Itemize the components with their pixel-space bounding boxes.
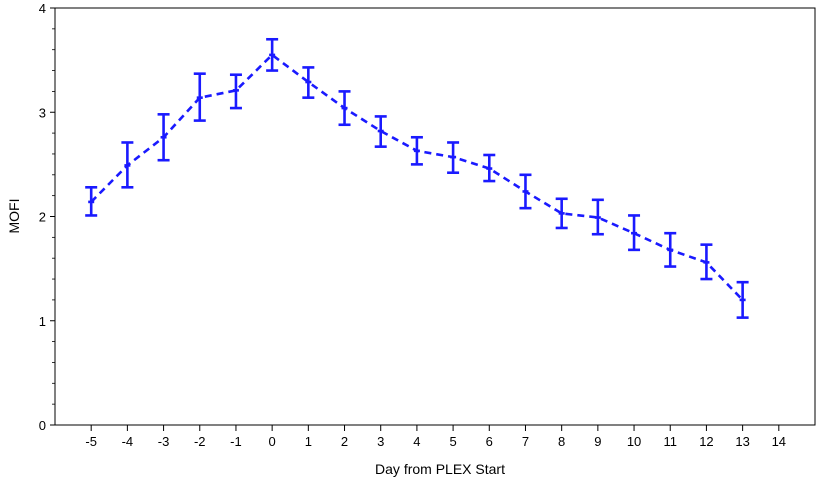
error-bar xyxy=(555,197,568,230)
error-bar xyxy=(628,214,641,252)
plot-border xyxy=(54,7,816,426)
y-tick-label: 2 xyxy=(39,210,46,225)
y-axis-title: MOFI xyxy=(6,199,22,234)
x-tick-label: 10 xyxy=(627,434,641,449)
y-tick-label: 4 xyxy=(39,1,46,16)
x-tick-label: 1 xyxy=(305,434,312,449)
error-bar xyxy=(229,73,242,110)
error-bar xyxy=(447,141,460,175)
x-tick-label: -5 xyxy=(85,434,97,449)
error-bar xyxy=(736,280,749,319)
error-bar xyxy=(338,90,351,127)
x-tick-label: 5 xyxy=(449,434,456,449)
x-tick-label: -3 xyxy=(158,434,170,449)
plot-area xyxy=(54,7,816,426)
x-axis-title: Day from PLEX Start xyxy=(375,461,505,477)
error-bar xyxy=(374,115,387,148)
error-bar xyxy=(85,186,98,217)
x-tick-label: 4 xyxy=(413,434,420,449)
error-bar xyxy=(700,243,713,281)
error-bar xyxy=(157,113,170,162)
x-tick-label: 11 xyxy=(663,434,677,449)
error-bar xyxy=(519,173,532,210)
x-tick-label: 13 xyxy=(735,434,749,449)
x-tick-label: -1 xyxy=(230,434,242,449)
x-tick-label: 3 xyxy=(377,434,384,449)
x-tick-label: 6 xyxy=(486,434,493,449)
y-tick-label: 0 xyxy=(39,418,46,433)
x-tick-label: -2 xyxy=(194,434,206,449)
series-layer xyxy=(85,37,749,319)
x-axis: -5 -4 -3 -2 -1 0 1 2 3 4 5 6 7 8 9 10 11 12 13 14 xyxy=(85,425,786,449)
x-tick-label: 12 xyxy=(699,434,713,449)
x-tick-label: 2 xyxy=(341,434,348,449)
y-axis: 0 1 2 3 4 xyxy=(39,1,55,433)
y-tick-label: 3 xyxy=(39,105,46,120)
error-bar xyxy=(664,231,677,268)
error-bar xyxy=(121,141,134,189)
error-bar xyxy=(302,66,315,99)
error-bar xyxy=(410,135,423,166)
x-tick-label: 14 xyxy=(772,434,786,449)
y-tick-label: 1 xyxy=(39,314,46,329)
x-tick-label: -4 xyxy=(122,434,134,449)
x-tick-label: 7 xyxy=(522,434,529,449)
series-line xyxy=(90,53,744,301)
x-tick-label: 9 xyxy=(594,434,601,449)
error-bar xyxy=(591,198,604,236)
x-tick-label: 0 xyxy=(269,434,276,449)
x-tick-label: 8 xyxy=(558,434,565,449)
error-bar xyxy=(266,37,279,72)
error-bar xyxy=(193,72,206,122)
error-bar xyxy=(483,153,496,183)
